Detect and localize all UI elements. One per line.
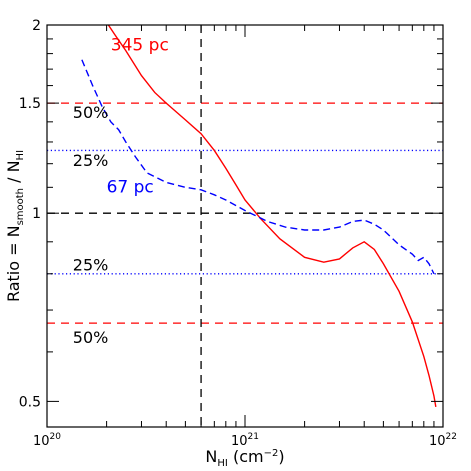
reference-lines [47,25,443,427]
plot-frame [46,24,444,428]
y-axis-title-main: Ratio = N [4,225,23,302]
y-tick-label-0: 0.5 [19,394,41,410]
reference-label-2: 25% [73,255,109,274]
x-tick-label-base: 10 [33,434,50,449]
series-layer [81,25,437,408]
x-tick-label-base: 10 [429,434,446,449]
series-line-1 [81,59,435,275]
reference-label-0: 50% [73,103,109,122]
series-label-1: 67 pc [107,177,154,197]
y-tick-label-2: 1.5 [19,96,41,112]
x-axis-title: NHI (cm−2) [205,447,284,469]
reference-label-3: 50% [73,328,109,347]
x-axis-title-units: (cm [228,447,264,466]
y-axis-title-sub2: HI [15,150,26,160]
x-tick-label-exponent: 22 [446,432,457,442]
x-tick-label-0: 1020 [33,432,61,449]
series-label-0: 345 pc [111,36,169,56]
x-tick-label-base: 10 [231,434,248,449]
x-tick-label-exponent: 20 [50,432,62,442]
y-axis-title-sub1: smooth [15,188,26,225]
reference-label-1: 25% [73,151,109,170]
x-tick-label-exponent: 21 [248,432,259,442]
x-axis-title-sub: HI [217,458,227,469]
series-line-0 [107,25,437,408]
labels-layer: 345 pc 67 pc 50% 25% 25% 50% [73,36,169,347]
x-axis-title-sup: −2 [264,448,279,459]
x-axis-title-close: ) [278,447,284,466]
y-tick-label-3: 2 [32,18,41,34]
y-axis-title-mid: / N [4,160,23,188]
x-tick-label-1: 1021 [231,432,259,449]
y-axis-title: Ratio = Nsmooth / NHI [4,150,26,302]
y-tick-label-1: 1 [32,206,41,222]
x-axis-title-main: N [205,447,217,466]
x-tick-label-2: 1022 [429,432,457,449]
